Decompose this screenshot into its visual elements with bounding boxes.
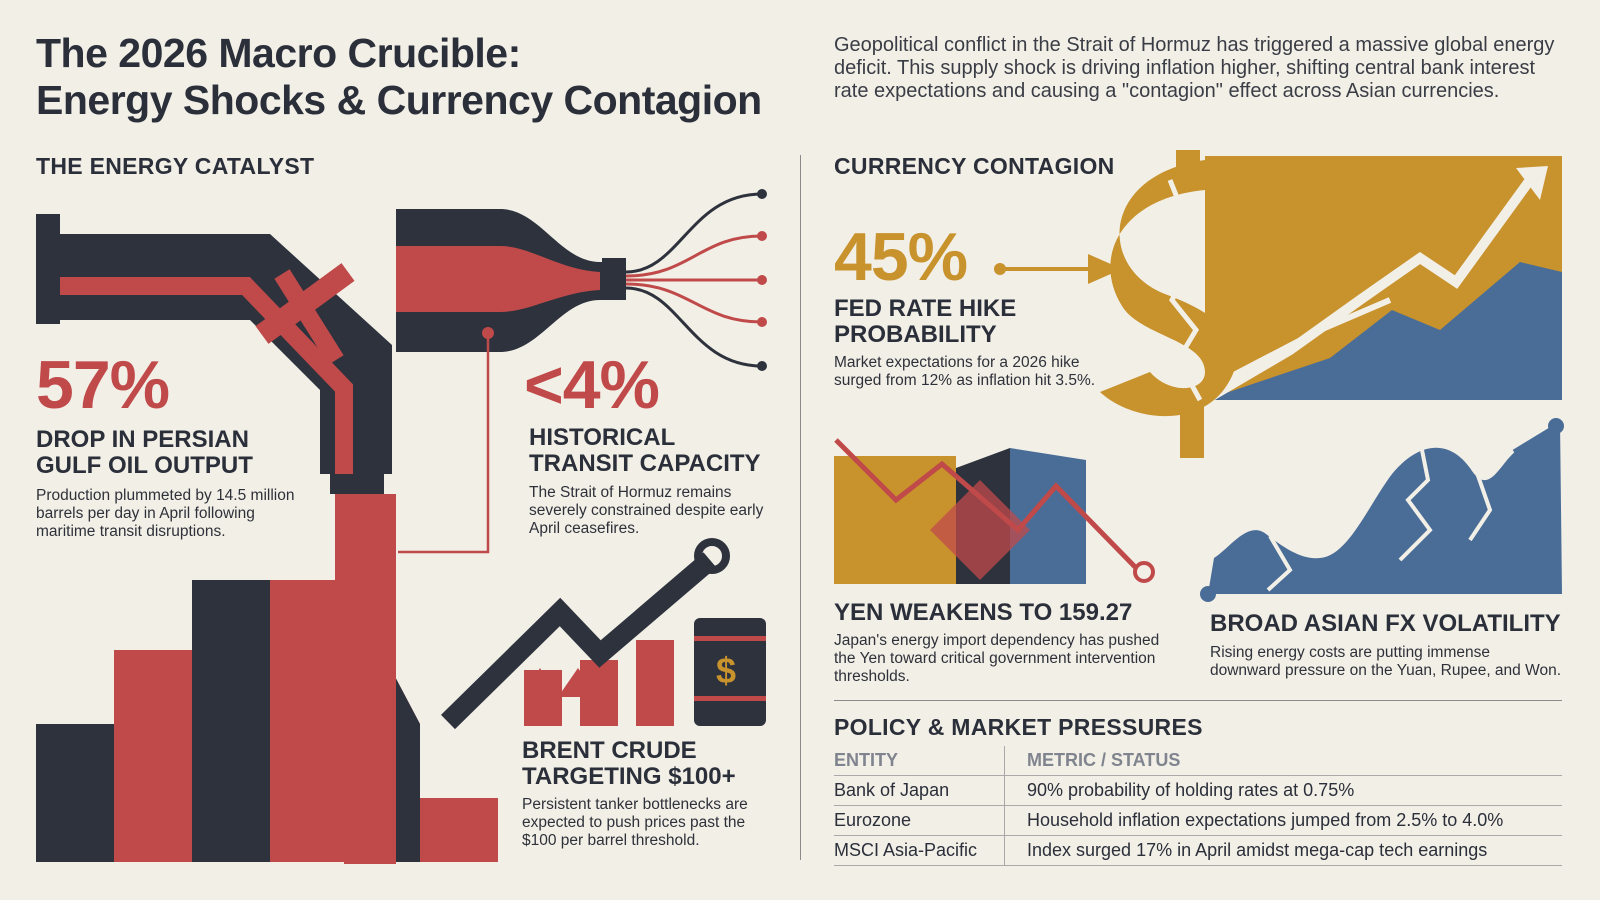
column-header-metric: METRIC / STATUS xyxy=(1004,746,1562,776)
drop-stat-label: DROP IN PERSIAN GULF OIL OUTPUT xyxy=(36,426,253,479)
asian-fx-stat-label: BROAD ASIAN FX VOLATILITY xyxy=(1210,610,1561,637)
brent-stat-label: BRENT CRUDE TARGETING $100+ xyxy=(522,737,736,790)
policy-table: ENTITY METRIC / STATUS Bank of Japan 90%… xyxy=(834,746,1562,866)
transit-stat-label: HISTORICAL TRANSIT CAPACITY xyxy=(529,424,761,477)
brent-chart-graphic xyxy=(440,538,766,730)
barrel-dollar-icon: $ xyxy=(716,650,737,691)
intro-paragraph: Geopolitical conflict in the Strait of H… xyxy=(834,34,1555,102)
yen-stat-description: Japan's energy import dependency has pus… xyxy=(834,632,1160,685)
currency-section-heading: CURRENCY CONTAGION xyxy=(834,153,1115,179)
yen-stat-label: YEN WEAKENS TO 159.27 xyxy=(834,599,1133,626)
fed-stat-value: 45% xyxy=(834,219,968,295)
title-line-2: Energy Shocks & Currency Contagion xyxy=(36,77,762,123)
metric-cell: 90% probability of holding rates at 0.75… xyxy=(1004,775,1562,806)
transit-stat-value: <4% xyxy=(524,347,660,423)
asian-fx-stat-description: Rising energy costs are putting immense … xyxy=(1210,644,1561,679)
title-line-1: The 2026 Macro Crucible: xyxy=(36,30,521,76)
dollar-chart-graphic xyxy=(994,150,1562,458)
transit-stat-description: The Strait of Hormuz remains severely co… xyxy=(529,484,764,537)
brent-stat-description: Persistent tanker bottlenecks are expect… xyxy=(522,796,748,849)
policy-table-header-row: ENTITY METRIC / STATUS xyxy=(834,746,1562,776)
column-header-entity: ENTITY xyxy=(834,746,1005,776)
asian-fx-graphic xyxy=(1200,418,1564,602)
fed-stat-description: Market expectations for a 2026 hike surg… xyxy=(834,354,1096,389)
strait-funnel-graphic xyxy=(396,189,767,554)
policy-section-heading: POLICY & MARKET PRESSURES xyxy=(834,714,1203,740)
yen-chart-graphic xyxy=(834,438,1155,584)
table-row: Eurozone Household inflation expectation… xyxy=(834,805,1562,836)
oil-pipe-graphic xyxy=(36,214,396,864)
drop-stat-value: 57% xyxy=(36,347,170,423)
metric-cell: Index surged 17% in April amidst mega-ca… xyxy=(1004,835,1562,866)
entity-cell: MSCI Asia-Pacific xyxy=(834,835,1005,866)
table-row: MSCI Asia-Pacific Index surged 17% in Ap… xyxy=(834,835,1562,866)
fed-stat-label: FED RATE HIKE PROBABILITY xyxy=(834,295,1017,348)
page-title: The 2026 Macro Crucible: Energy Shocks &… xyxy=(36,30,762,124)
energy-section-heading: THE ENERGY CATALYST xyxy=(36,153,315,179)
metric-cell: Household inflation expectations jumped … xyxy=(1004,805,1562,836)
table-row: Bank of Japan 90% probability of holding… xyxy=(834,775,1562,806)
drop-stat-description: Production plummeted by 14.5 million bar… xyxy=(36,487,295,540)
entity-cell: Bank of Japan xyxy=(834,775,1005,806)
entity-cell: Eurozone xyxy=(834,805,1005,836)
output-bars-graphic xyxy=(36,580,498,862)
column-divider xyxy=(800,155,801,860)
